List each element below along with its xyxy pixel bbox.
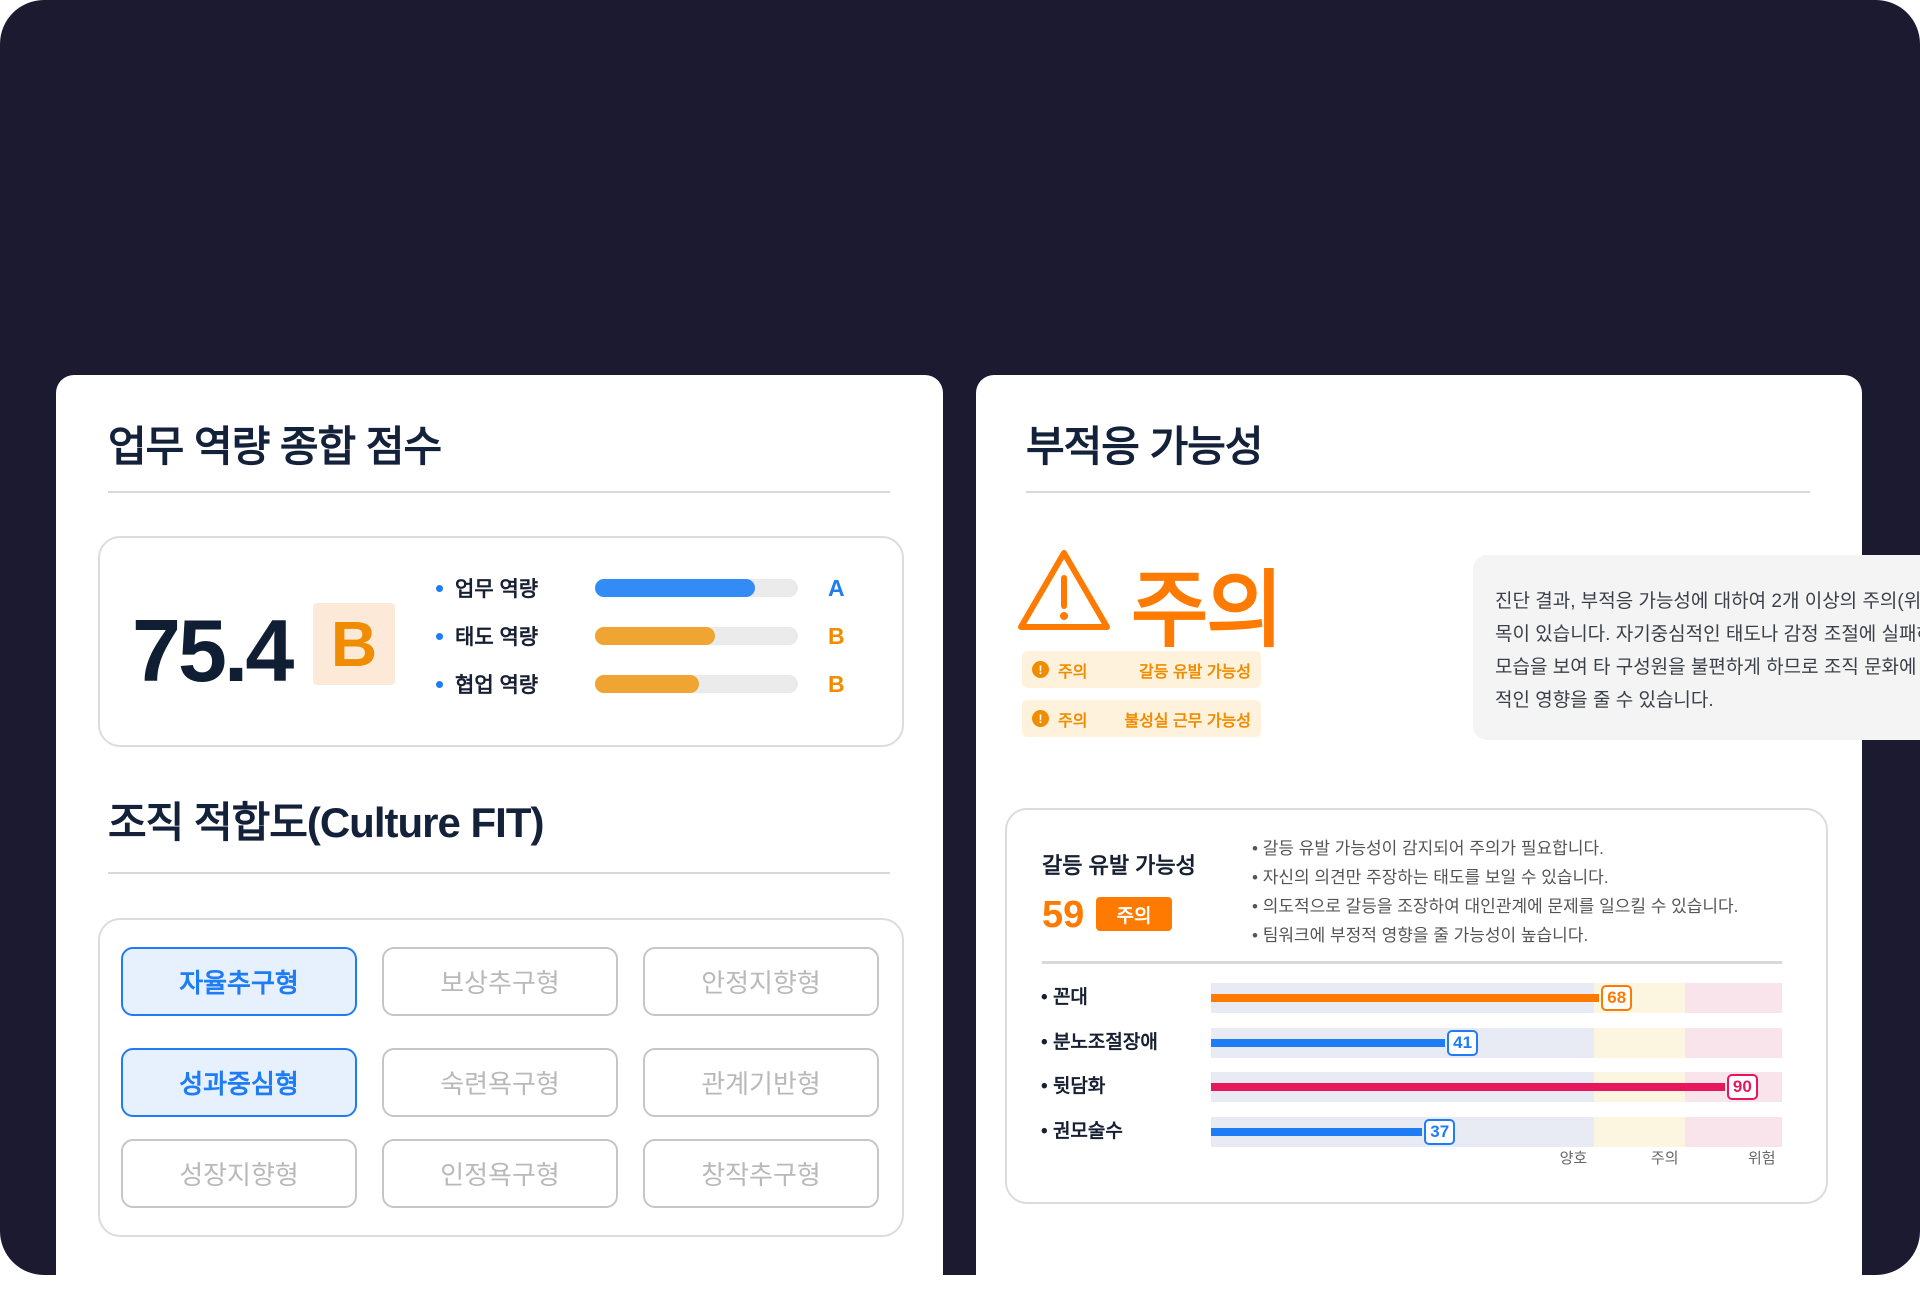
chart-row: • 뒷담화 90 (1041, 1072, 1801, 1102)
detail-score: 59 (1042, 894, 1085, 936)
chart-value-label: 37 (1424, 1118, 1456, 1145)
chart-track: 37 (1211, 1116, 1782, 1147)
culture-type-chip[interactable]: 성장지향형 (121, 1139, 357, 1208)
bullet-text: 자신의 의견만 주장하는 태도를 보일 수 있습니다. (1262, 868, 1609, 887)
detail-bullet: • 자신의 의견만 주장하는 태도를 보일 수 있습니다. (1252, 868, 1609, 887)
zone-danger (1684, 983, 1782, 1013)
chart-track: 68 (1211, 983, 1782, 1013)
metric-label: 태도 역량 (455, 626, 539, 649)
metric-row: 태도 역량 B (436, 621, 845, 651)
culture-type-chip[interactable]: 창작추구형 (643, 1139, 879, 1208)
detail-status-badge: 주의 (1096, 897, 1172, 931)
metric-track (595, 579, 798, 597)
chart-row: • 꼰대 68 (1041, 983, 1801, 1013)
chart-bar (1211, 994, 1600, 1002)
culture-type-chip[interactable]: 보상추구형 (382, 947, 618, 1016)
maladjustment-card: 부적응 가능성 주의 ! 주의 갈등 유발 가능성 ! 주의 불성실 근무 가능… (976, 375, 1920, 1295)
exclamation-icon: ! (1032, 710, 1049, 727)
chart-category-label: • 뒷담화 (1041, 1076, 1106, 1097)
warning-chip: ! 주의 갈등 유발 가능성 (1022, 651, 1261, 688)
maladjustment-title: 부적응 가능성 (1026, 423, 1264, 470)
bullet-dot (436, 584, 443, 592)
warning-chip: ! 주의 불성실 근무 가능성 (1022, 700, 1261, 737)
warning-text: 불성실 근무 가능성 (1124, 712, 1251, 730)
divider (108, 491, 890, 493)
conflict-detail-box: 갈등 유발 가능성 59 주의 • 갈등 유발 가능성이 감지되어 주의가 필요… (1005, 808, 1828, 1204)
diagnosis-description: 진단 결과, 부적응 가능성에 대하여 2개 이상의 주의(위험) 항목이 있습… (1473, 555, 1920, 740)
chart-bar (1211, 1127, 1423, 1136)
category-text: 뒷담화 (1052, 1076, 1106, 1097)
warning-text: 갈등 유발 가능성 (1139, 663, 1251, 681)
metric-grade: B (828, 622, 845, 649)
chart-category-label: • 분노조절장애 (1041, 1031, 1158, 1053)
metric-fill (595, 675, 699, 693)
culture-type-chip[interactable]: 인정욕구형 (382, 1139, 618, 1208)
culture-type-chip[interactable]: 관계기반형 (643, 1048, 879, 1117)
chart-value-label: 68 (1601, 985, 1633, 1011)
chart-category-label: • 권모술수 (1041, 1120, 1123, 1142)
culture-fit-title: 조직 적합도(Culture FIT) (108, 799, 544, 846)
detail-bullet: • 의도적으로 갈등을 조장하여 대인관계에 문제를 일으킬 수 있습니다. (1252, 897, 1739, 916)
metric-label: 협업 역량 (455, 674, 539, 697)
status-label: 주의 (1131, 563, 1284, 657)
culture-type-chip[interactable]: 자율추구형 (121, 947, 357, 1016)
bullet-dot (436, 632, 443, 640)
metric-fill (595, 627, 715, 645)
detail-bullet: • 팀워크에 부정적 영향을 줄 가능성이 높습니다. (1252, 926, 1589, 945)
chart-value-label: 90 (1726, 1074, 1758, 1100)
exclamation-icon: ! (1032, 661, 1049, 678)
metric-label: 업무 역량 (455, 578, 539, 601)
culture-type-chip[interactable]: 숙련욕구형 (382, 1048, 618, 1117)
metric-fill (595, 579, 756, 597)
metric-grade: B (828, 670, 845, 697)
chart-category-label: • 꼰대 (1041, 987, 1088, 1008)
metric-row: 업무 역량 A (436, 573, 845, 603)
competency-title: 업무 역량 종합 점수 (108, 423, 442, 470)
total-score: 75.4 (132, 601, 294, 700)
category-text: 분노조절장애 (1052, 1031, 1158, 1053)
zone-caution (1593, 1116, 1685, 1147)
divider (1042, 961, 1782, 964)
bullet-dot (436, 680, 443, 688)
metric-track (595, 627, 798, 645)
metric-row: 협업 역량 B (436, 669, 845, 699)
metric-grade: A (828, 574, 845, 601)
warning-triangle-icon (1018, 550, 1110, 630)
zone-caution (1593, 1027, 1685, 1058)
score-box: 75.4 B 업무 역량 A 태도 역량 B 협업 역량 B (98, 536, 904, 747)
chart-bar (1211, 1038, 1446, 1047)
divider (108, 872, 890, 874)
zone-danger (1684, 1116, 1782, 1147)
chart-track: 90 (1211, 1072, 1782, 1102)
warning-level: 주의 (1058, 663, 1088, 681)
zone-axis-label: 위험 (1748, 1150, 1776, 1167)
bullet-text: 팀워크에 부정적 영향을 줄 가능성이 높습니다. (1262, 926, 1589, 945)
bullet-text: 의도적으로 갈등을 조장하여 대인관계에 문제를 일으킬 수 있습니다. (1262, 897, 1739, 916)
detail-title: 갈등 유발 가능성 (1042, 853, 1196, 878)
detail-bullet: • 갈등 유발 가능성이 감지되어 주의가 필요합니다. (1252, 839, 1604, 858)
total-grade: B (313, 603, 395, 685)
chart-row: • 분노조절장애 41 (1041, 1027, 1801, 1058)
metric-track (595, 675, 798, 693)
competency-card: 업무 역량 종합 점수 75.4 B 업무 역량 A 태도 역량 B 협업 역량… (56, 375, 943, 1295)
divider (1026, 491, 1810, 493)
bullet-text: 갈등 유발 가능성이 감지되어 주의가 필요합니다. (1262, 839, 1604, 858)
zone-axis-label: 주의 (1650, 1150, 1679, 1167)
culture-type-chip[interactable]: 안정지향형 (643, 947, 879, 1016)
chart-row: • 권모술수 37 (1041, 1116, 1801, 1147)
category-text: 권모술수 (1052, 1120, 1123, 1142)
chart-value-label: 41 (1447, 1029, 1479, 1056)
warning-level: 주의 (1058, 712, 1088, 730)
zone-axis-label: 양호 (1559, 1150, 1588, 1167)
zone-danger (1684, 1027, 1782, 1058)
culture-type-chip[interactable]: 성과중심형 (121, 1048, 357, 1117)
chart-track: 41 (1211, 1027, 1782, 1058)
category-text: 꼰대 (1052, 987, 1088, 1008)
chart-bar (1211, 1083, 1725, 1091)
